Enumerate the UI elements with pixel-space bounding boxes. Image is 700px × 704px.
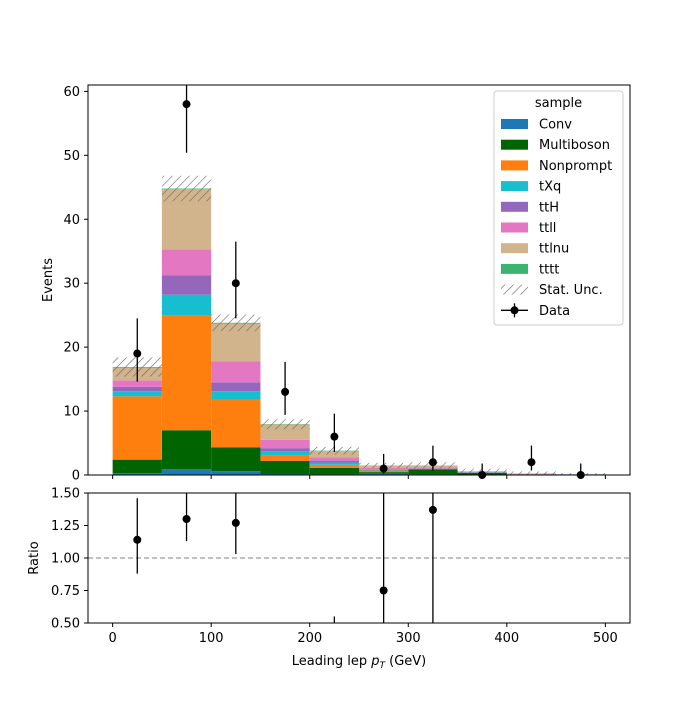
bar-ttll — [310, 457, 359, 460]
y-tick-label: 0 — [72, 469, 80, 484]
legend-data-marker — [511, 306, 519, 314]
data-point — [380, 465, 388, 473]
ratio-y-tick-label: 0.75 — [51, 584, 80, 599]
ratio-y-tick-label: 1.25 — [51, 519, 80, 534]
bar-nonprompt — [211, 400, 260, 448]
bar-ttll — [211, 361, 260, 382]
ratio-panel: 0.50 0.75 1.00 1.25 1.50 0 100 200 300 400 500 Rati… — [27, 487, 630, 672]
legend-label: Data — [539, 304, 570, 319]
legend-label: ttlnu — [539, 242, 569, 257]
x-tick-label: 500 — [593, 631, 618, 646]
bar-multiboson — [113, 460, 162, 473]
legend-label: tttt — [539, 262, 559, 277]
y-tick-label: 40 — [63, 213, 80, 228]
x-tick-label: 300 — [396, 631, 421, 646]
legend-label: Multiboson — [539, 138, 610, 153]
legend: sample Conv Multiboson Nonprompt tXq ttH ttll t… — [494, 91, 623, 325]
legend-swatch — [501, 223, 528, 233]
bar-tth — [211, 382, 260, 391]
legend-label: ttH — [539, 200, 559, 215]
ratio-point — [133, 536, 141, 544]
legend-title: sample — [535, 96, 582, 111]
stat-unc-hatch — [162, 176, 211, 202]
legend-swatch — [501, 160, 528, 170]
bar-tth — [162, 276, 211, 295]
data-point — [133, 350, 141, 358]
legend-swatch — [501, 140, 528, 150]
ratio-point — [183, 515, 191, 523]
ratio-y-tick-label: 0.50 — [51, 617, 80, 632]
legend-swatch — [501, 202, 528, 212]
legend-swatch — [501, 119, 528, 129]
ratio-y-axis-label: Ratio — [27, 541, 42, 574]
legend-label: tXq — [539, 180, 561, 195]
x-tick-label: 100 — [199, 631, 224, 646]
bar-multiboson — [310, 468, 359, 474]
data-point — [330, 433, 338, 441]
bar-tth — [310, 461, 359, 463]
y-tick-label: 20 — [63, 341, 80, 356]
bar-multiboson — [260, 461, 309, 474]
legend-label: Nonprompt — [539, 159, 612, 174]
bar-txq — [310, 463, 359, 465]
ratio-point — [380, 587, 388, 595]
bar-tth — [113, 387, 162, 391]
ratio-y-tick-label: 1.50 — [51, 487, 80, 502]
legend-label: ttll — [539, 221, 556, 236]
bar-nonprompt — [162, 316, 211, 430]
data-point — [527, 458, 535, 466]
legend-hatch-swatch — [501, 285, 528, 295]
bar-ttll — [162, 249, 211, 275]
data-point — [232, 279, 240, 287]
legend-label: Conv — [539, 118, 572, 133]
stat-unc-hatch — [260, 419, 309, 429]
data-point — [429, 458, 437, 466]
bar-conv — [211, 471, 260, 475]
legend-label: Stat. Unc. — [539, 283, 603, 298]
legend-swatch — [501, 264, 528, 274]
legend-swatch — [501, 181, 528, 191]
bar-conv — [162, 469, 211, 475]
bar-nonprompt — [113, 396, 162, 459]
bar-txq — [260, 451, 309, 455]
bar-nonprompt — [260, 456, 309, 461]
bar-nonprompt — [310, 465, 359, 468]
bar-multiboson — [162, 430, 211, 469]
bar-ttll — [260, 440, 309, 448]
x-axis-label: Leading lep pT (GeV) — [292, 654, 426, 671]
x-tick-label: 0 — [108, 631, 116, 646]
y-tick-label: 30 — [63, 277, 80, 292]
ratio-y-tick-label: 1.00 — [51, 552, 80, 567]
ratio-point — [232, 519, 240, 527]
y-tick-label: 60 — [63, 85, 80, 100]
data-point — [281, 388, 289, 396]
bar-multiboson — [211, 448, 260, 472]
x-tick-label: 400 — [494, 631, 519, 646]
bar-txq — [113, 391, 162, 396]
legend-swatch — [501, 243, 528, 253]
bar-txq — [211, 391, 260, 399]
y-axis-label: Events — [41, 258, 56, 302]
data-point — [183, 100, 191, 108]
bar-txq — [162, 295, 211, 316]
y-tick-label: 50 — [63, 149, 80, 164]
x-tick-label: 200 — [297, 631, 322, 646]
ratio-point — [429, 506, 437, 514]
stat-unc-hatch — [507, 471, 556, 475]
bar-tth — [260, 448, 309, 451]
y-tick-label: 10 — [63, 405, 80, 420]
